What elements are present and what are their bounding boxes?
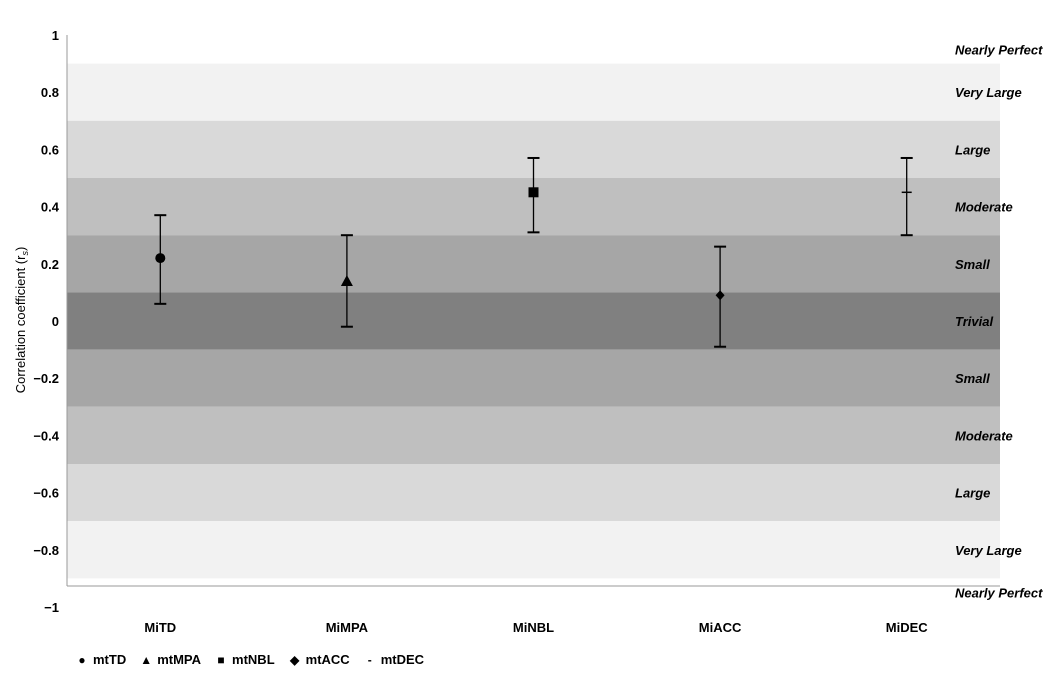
legend-marker-diamond: ◆ (290, 652, 300, 667)
band-label-5: Trivial (955, 314, 993, 329)
legend-marker-dash: - (367, 652, 372, 667)
band-label-6: Small (955, 371, 990, 386)
y-tick-4: 0.2 (41, 257, 59, 272)
point-mtNBL (527, 156, 540, 234)
legend-label: mtTD (93, 652, 127, 667)
y-tick-5: 0 (52, 314, 59, 329)
band-6 (67, 349, 1000, 407)
legend-marker-square: ■ (217, 652, 225, 667)
legend-marker-circle: ● (78, 652, 86, 667)
band-label-2: Large (955, 142, 990, 157)
y-axis-title-sub: s (20, 251, 30, 256)
data-points (154, 156, 913, 348)
y-tick-10: −1 (44, 600, 59, 615)
category-label-0: MiTD (144, 620, 176, 635)
band-label-10: Nearly Perfect (955, 586, 1043, 601)
legend-item-mtDEC: - mtDEC (364, 652, 424, 667)
point-mtMPA (340, 234, 353, 328)
legend-label: mtMPA (157, 652, 202, 667)
band-9 (67, 521, 1000, 579)
y-axis-title-end: ) (13, 247, 28, 251)
category-label-3: MiACC (699, 620, 742, 635)
category-labels: MiTD MiMPA MiNBL MiACC MiDEC (144, 620, 928, 635)
band-4 (67, 235, 1000, 293)
category-label-4: MiDEC (886, 620, 929, 635)
category-label-1: MiMPA (326, 620, 369, 635)
legend-item-mtACC: ◆ mtACC (289, 652, 350, 667)
y-tick-9: −0.8 (33, 543, 59, 558)
y-tick-1: 0.8 (41, 85, 59, 100)
legend-item-mtNBL: ■ mtNBL (215, 652, 275, 667)
marker-mtNBL (528, 187, 539, 198)
y-tick-7: −0.4 (33, 428, 59, 443)
marker-mtTD (155, 253, 166, 264)
y-tick-8: −0.6 (33, 486, 59, 501)
legend: ● mtTD ▲ mtMPA ■ mtNBL ◆ mtACC - mtDEC (76, 652, 424, 667)
band-label-0: Nearly Perfect (955, 42, 1043, 57)
band-label-3: Moderate (955, 200, 1013, 215)
band-5 (67, 292, 1000, 350)
y-tick-2: 0.6 (41, 142, 59, 157)
band-labels: Nearly Perfect Very Large Large Moderate Sma… (955, 42, 1043, 600)
axes (66, 35, 1000, 587)
y-tick-3: 0.4 (41, 200, 60, 215)
band-1 (67, 63, 1000, 121)
legend-label: mtNBL (232, 652, 275, 667)
band-label-9: Very Large (955, 543, 1022, 558)
y-tick-0: 1 (52, 28, 59, 43)
band-label-1: Very Large (955, 85, 1022, 100)
legend-item-mtMPA: ▲ mtMPA (140, 652, 201, 667)
point-mtDEC (900, 156, 913, 237)
legend-label: mtDEC (380, 652, 425, 667)
y-tick-labels: 1 0.8 0.6 0.4 0.2 0 −0.2 −0.4 −0.6 −0.8 −1 (33, 28, 59, 615)
legend-label: mtACC (305, 652, 350, 667)
band-label-8: Large (955, 486, 990, 501)
point-mtACC (714, 245, 727, 348)
category-label-2: MiNBL (513, 620, 554, 635)
band-0 (67, 35, 1000, 64)
marker-mtMPA (340, 274, 353, 286)
band-10 (67, 578, 1000, 607)
y-axis-title: Correlation coefficient (rs) (13, 247, 30, 394)
y-tick-6: −0.2 (33, 371, 59, 386)
band-7 (67, 406, 1000, 464)
marker-mtACC (715, 290, 725, 301)
point-mtTD (154, 214, 167, 305)
legend-marker-triangle: ▲ (140, 652, 153, 667)
band-label-7: Moderate (955, 428, 1013, 443)
band-label-4: Small (955, 257, 990, 272)
band-8 (67, 464, 1000, 522)
y-axis-title-main: Correlation coefficient (r (13, 255, 28, 393)
magnitude-bands (67, 35, 1000, 607)
legend-item-mtTD: ● mtTD (76, 652, 126, 667)
